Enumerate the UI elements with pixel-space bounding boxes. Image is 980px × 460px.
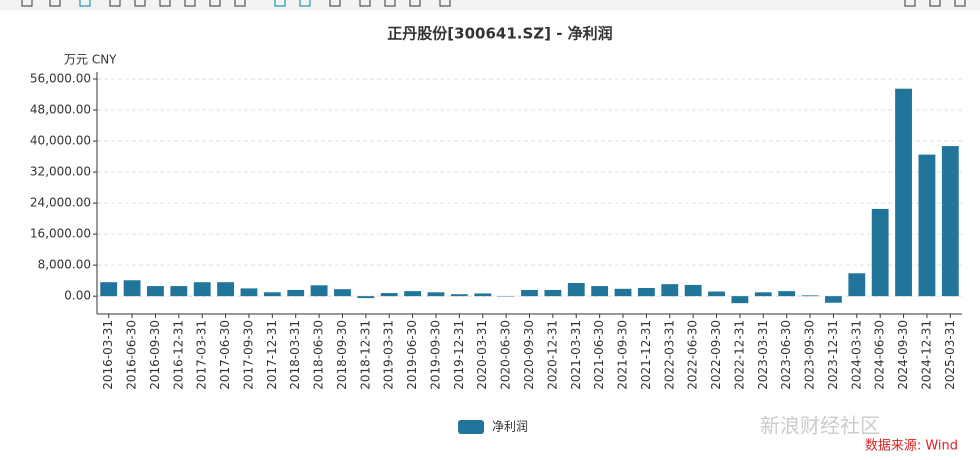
x-tick-label: 2017-12-31 [265,320,279,390]
x-tick-label: 2022-09-30 [709,320,723,390]
x-tick-label: 2023-09-30 [803,320,817,390]
bar [427,292,445,297]
y-tick-label: 24,000.00 [30,196,91,210]
x-tick-label: 2018-09-30 [335,320,349,390]
legend-label: 净利润 [492,420,528,434]
bar [778,291,796,297]
bar [474,293,492,297]
y-tick-label: 0.00 [64,289,91,303]
watermark: 新浪财经社区 [760,414,880,438]
x-tick-label: 2019-12-31 [452,320,466,390]
bar [123,280,141,297]
y-tick-label: 32,000.00 [30,165,91,179]
source: 数据来源: Wind [865,439,958,454]
bar [731,296,749,304]
x-tick-label: 2023-03-31 [756,320,770,390]
bar [754,292,772,297]
x-tick-label: 2022-06-30 [686,320,700,390]
bar [450,294,468,297]
x-tick-label: 2024-06-30 [873,320,887,390]
x-tick-label: 2025-03-31 [943,320,957,390]
toolbar [0,0,980,10]
x-tick-label: 2021-03-31 [569,320,583,390]
bar [614,288,632,297]
bar [170,286,188,297]
x-tick-label: 2016-06-30 [125,320,139,390]
bar [848,273,866,297]
bar [100,282,118,297]
x-tick-label: 2018-03-31 [288,320,302,390]
x-tick-label: 2021-09-30 [616,320,630,390]
bar [567,282,585,297]
y-tick-label: 48,000.00 [30,103,91,117]
x-tick-label: 2016-03-31 [101,320,115,390]
x-tick-label: 2016-09-30 [148,320,162,390]
x-tick-label: 2017-03-31 [195,320,209,390]
bar [310,285,328,297]
x-tick-label: 2019-09-30 [428,320,442,390]
y-tick-label: 8,000.00 [38,258,91,272]
toolbar-icons [21,0,966,7]
bar [263,292,281,297]
x-tick-label: 2024-03-31 [849,320,863,390]
bar [147,286,164,297]
bar [380,293,398,297]
x-tick-label: 2022-12-31 [732,320,746,390]
bar [871,208,889,297]
y-tick-label: 40,000.00 [30,134,91,148]
x-tick-label: 2020-03-31 [475,320,489,390]
x-tick-label: 2020-12-31 [545,320,559,390]
x-tick-label: 2017-09-30 [241,320,255,390]
x-tick-label: 2019-03-31 [382,320,396,390]
bar [684,284,702,297]
bar [217,282,234,297]
bar [334,289,351,297]
x-tick-label: 2021-12-31 [639,320,653,390]
x-tick-label: 2024-12-31 [919,320,933,390]
x-tick-label: 2023-12-31 [826,320,840,390]
bar [193,282,211,297]
x-tick-label: 2019-06-30 [405,320,419,390]
bar [661,284,679,297]
bar [521,289,538,297]
bar [240,288,258,297]
bar [357,296,375,299]
unit-label: 万元 CNY [64,53,117,67]
bar [404,291,422,297]
bar [544,289,562,297]
bar [941,146,959,297]
x-tick-label: 2020-09-30 [522,320,536,390]
bar [708,291,725,297]
bar [895,88,912,297]
x-tick-label: 2018-06-30 [312,320,326,390]
legend-swatch [458,420,484,434]
y-tick-label: 16,000.00 [30,227,91,241]
x-tick-label: 2024-09-30 [896,320,910,390]
bar [637,288,655,297]
chart-title: 正丹股份[300641.SZ] - 净利润 [387,25,612,43]
x-tick-label: 2017-06-30 [218,320,232,390]
bar [287,289,305,297]
x-tick-label: 2021-06-30 [592,320,606,390]
bar [801,295,819,297]
x-tick-label: 2023-06-30 [779,320,793,390]
x-tick-label: 2022-03-31 [662,320,676,390]
x-tick-label: 2020-06-30 [499,320,513,390]
bar [591,286,609,297]
bar [918,154,936,297]
bar [825,296,842,303]
x-tick-label: 2016-12-31 [171,320,185,390]
y-tick-label: 56,000.00 [30,72,91,86]
x-tick-label: 2018-12-31 [358,320,372,390]
